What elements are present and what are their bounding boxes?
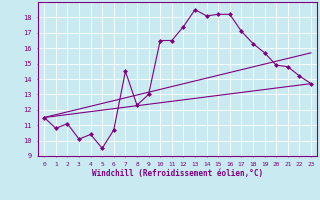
X-axis label: Windchill (Refroidissement éolien,°C): Windchill (Refroidissement éolien,°C) (92, 169, 263, 178)
